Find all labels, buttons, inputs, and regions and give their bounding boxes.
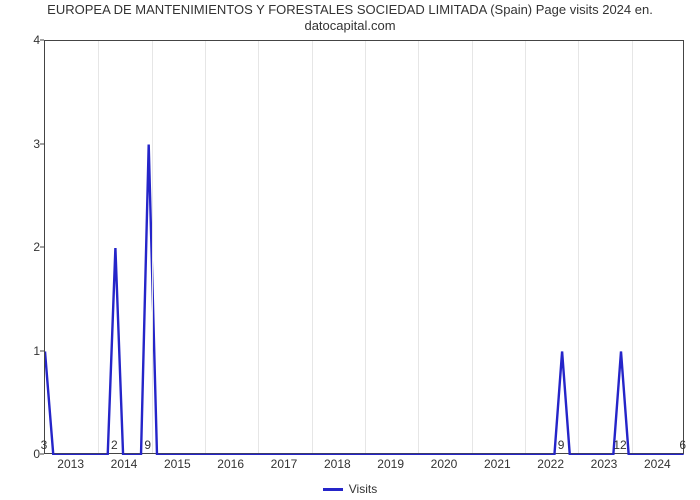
chart-title: EUROPEA DE MANTENIMIENTOS Y FORESTALES S… [0, 2, 700, 35]
y-axis-label: 1 [10, 344, 40, 358]
x-axis-label: 2017 [271, 457, 298, 471]
x-axis-label: 2013 [57, 457, 84, 471]
y-tick [40, 454, 44, 455]
gridline [418, 41, 419, 453]
gridline [578, 41, 579, 453]
y-axis-label: 0 [10, 447, 40, 461]
legend: Visits [0, 481, 700, 496]
gridline [632, 41, 633, 453]
y-tick [40, 40, 44, 41]
plot-area [44, 40, 684, 454]
data-label: 3 [41, 438, 48, 452]
data-label: 9 [144, 438, 151, 452]
y-axis-label: 2 [10, 240, 40, 254]
x-axis-label: 2023 [591, 457, 618, 471]
gridline [205, 41, 206, 453]
x-axis-label: 2020 [431, 457, 458, 471]
data-label: 12 [613, 438, 626, 452]
data-label: 9 [558, 438, 565, 452]
chart-title-line2: datocapital.com [304, 18, 395, 33]
y-tick [40, 247, 44, 248]
chart-title-line1: EUROPEA DE MANTENIMIENTOS Y FORESTALES S… [47, 2, 653, 17]
legend-swatch [323, 488, 343, 491]
x-axis-label: 2021 [484, 457, 511, 471]
y-axis-label: 4 [10, 33, 40, 47]
x-axis-label: 2014 [111, 457, 138, 471]
gridline [258, 41, 259, 453]
x-axis-label: 2019 [377, 457, 404, 471]
gridline [365, 41, 366, 453]
x-axis-label: 2022 [537, 457, 564, 471]
gridline [472, 41, 473, 453]
y-tick [40, 350, 44, 351]
x-axis-label: 2015 [164, 457, 191, 471]
y-tick [40, 143, 44, 144]
y-axis-label: 3 [10, 137, 40, 151]
x-axis-label: 2024 [644, 457, 671, 471]
data-label: 2 [111, 438, 118, 452]
x-axis-label: 2018 [324, 457, 351, 471]
gridline [98, 41, 99, 453]
gridline [312, 41, 313, 453]
gridline [525, 41, 526, 453]
x-axis-label: 2016 [217, 457, 244, 471]
chart-container: EUROPEA DE MANTENIMIENTOS Y FORESTALES S… [0, 0, 700, 500]
legend-label: Visits [349, 482, 377, 496]
gridline [152, 41, 153, 453]
data-label: 6 [679, 438, 686, 452]
